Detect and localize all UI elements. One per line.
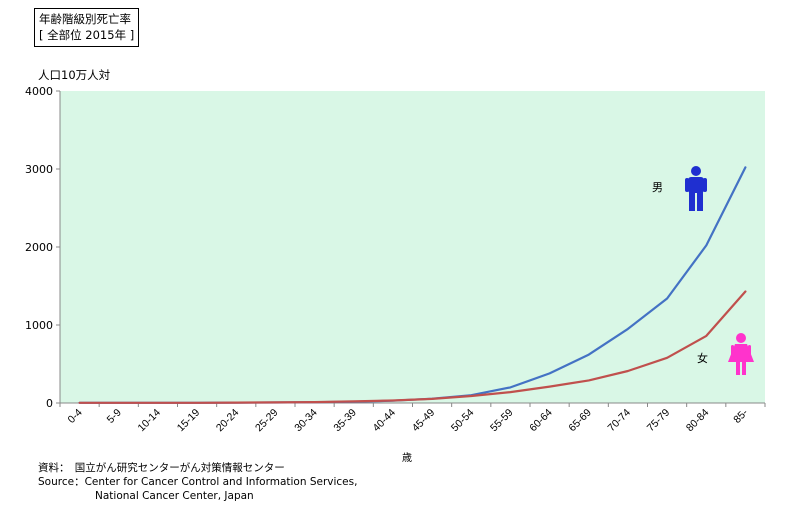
chart-subtitle: [ 全部位 2015年 ] [39,28,135,42]
male-person-icon [685,166,707,211]
series-label-female: 女 [697,351,708,365]
x-tick-label: 20-24 [214,407,242,435]
plot-area [60,91,765,403]
x-tick-label: 80-84 [684,407,712,435]
x-tick-label: 55-59 [488,407,516,435]
series-label-male: 男 [652,181,663,194]
chart-title: 年齢階級別死亡率 [39,12,131,26]
y-axis-label: 人口10万人対 [38,68,111,82]
x-tick-label: 85- [731,406,751,426]
x-tick-label: 60-64 [527,407,555,435]
x-tick-label: 40-44 [371,407,399,435]
female-person-icon [728,333,754,375]
x-tick-label: 5-9 [105,407,124,426]
x-tick-label: 15-19 [175,407,203,435]
source-line-3: National Cancer Center, Japan [95,490,254,502]
x-tick-label: 10-14 [136,407,164,435]
y-tick-label: 2000 [25,241,53,254]
y-tick-label: 3000 [25,163,53,176]
source-line-1: 資料： 国立がん研究センターがん対策情報センター [38,462,285,474]
x-tick-label: 75-79 [645,407,673,435]
x-tick-label: 0-4 [65,407,84,426]
source-note: 資料： 国立がん研究センターがん対策情報センター Source：Center f… [38,461,357,503]
y-tick-label: 0 [46,397,53,410]
x-tick-label: 65-69 [566,407,594,435]
x-tick-label: 30-34 [292,407,320,435]
x-tick-label: 25-29 [253,407,281,435]
x-tick-label: 50-54 [449,407,477,435]
chart-title-box: 年齢階級別死亡率 [ 全部位 2015年 ] [34,8,140,47]
y-tick-label: 1000 [25,319,53,332]
x-tick-label: 70-74 [606,407,634,435]
y-tick-label: 4000 [25,85,53,98]
x-tick-label: 45-49 [410,407,438,435]
source-line-2: Source：Center for Cancer Control and Inf… [38,476,358,488]
series-line-female [78,290,747,404]
x-axis-label: 歳 [402,453,412,464]
x-tick-label: 35-39 [331,407,359,435]
